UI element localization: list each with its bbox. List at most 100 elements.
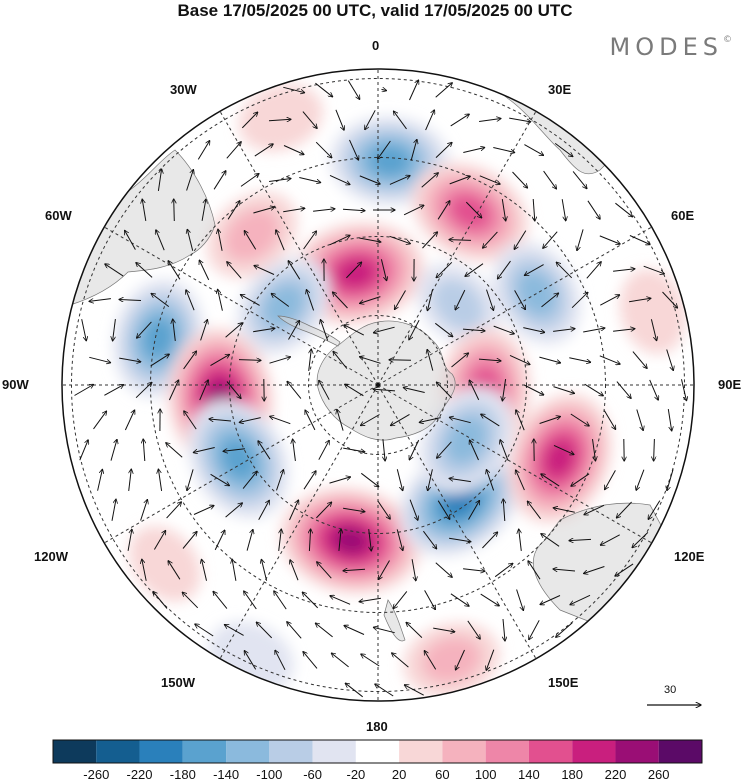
wind-vector-211 [437,441,452,458]
wind-vector-157 [666,349,674,371]
wind-vector-88 [380,259,386,280]
wind-vector-39 [449,176,471,185]
wind-vector-45 [174,199,175,222]
wind-vector-30 [186,170,194,191]
wind-vector-193 [516,410,525,431]
wind-vector-304 [480,593,500,606]
wind-vector-76 [577,229,584,250]
wind-vector-199 [79,440,88,461]
wind-vector-324 [331,653,349,668]
wind-vector-56 [501,199,505,221]
wind-vector-189 [391,413,410,425]
wind-vector-38 [421,173,439,188]
wind-vector-151 [478,359,501,361]
wind-vector-136 [613,329,635,332]
colorbar-tick-label: -220 [126,767,153,782]
wind-vector-65 [244,231,257,250]
wind-vector-200 [110,439,117,461]
anomaly-contour-9-3 [220,438,257,480]
antarctic-peninsula [277,315,341,347]
meridian-30 [377,111,537,386]
wind-vector-239 [111,499,116,521]
wind-vector-48 [253,207,274,214]
wind-vector-107 [360,296,381,304]
wind-vector-119 [113,319,116,341]
wind-vector-122 [200,320,208,341]
wind-vector-69 [359,237,381,242]
brand-mark: © [723,35,732,45]
meridian-300 [104,226,379,386]
wind-vector-197 [636,409,643,431]
wind-vector-261 [214,530,225,551]
brand-name: MODES [609,33,723,61]
wind-vector-168 [373,389,396,391]
lon-label-30e: 30E [548,82,572,97]
wind-vector-94 [556,262,573,279]
lon-label-0: 0 [372,38,380,53]
meridian-120 [377,384,652,544]
wind-vector-321 [244,651,257,670]
wind-vector-40 [479,175,500,184]
wind-vector-90 [436,261,453,277]
wind-vector-215 [553,444,574,454]
colorbar-tick-label: 180 [561,767,584,782]
colorbar-tick-label: 140 [518,767,540,782]
wind-vector-207 [318,440,329,460]
wind-vector-50 [313,209,335,211]
wind-vector-127 [344,325,365,336]
anomaly-contour-0-3 [368,145,411,177]
latitude-circle-0 [308,315,448,455]
map-title: Base 17/05/2025 00 UTC, valid 17/05/2025… [177,1,573,20]
wind-vector-131 [462,329,485,331]
wind-vector-1 [315,82,332,97]
wind-vector-242 [193,506,214,515]
wind-vector-194 [539,417,561,424]
colorbar-tick-label: 260 [647,767,670,782]
wind-vector-301 [393,591,408,608]
wind-vector-293 [153,592,168,609]
wind-vector-326 [392,653,409,668]
wind-vector-309 [224,625,244,636]
wind-vector-61 [125,230,136,250]
wind-vector-275 [632,532,649,547]
wind-vector-118 [81,319,87,341]
wind-vector-249 [409,499,418,521]
wind-vector-258 [127,529,132,551]
wind-vector-27 [524,144,543,156]
wind-vector-235 [571,473,590,486]
anomaly-contour-19-0 [129,525,201,602]
wind-vector-104 [271,294,290,307]
colorbar-tick-label: -100 [256,767,283,782]
colorbar-tick-label: 20 [391,767,407,782]
wind-vector-259 [153,531,165,550]
wind-vector-296 [244,591,257,610]
wind-vector-44 [142,199,147,221]
wind-vector-250 [437,500,450,520]
wind-vector-144 [269,357,291,364]
wind-vector-212 [470,440,479,461]
wind-vector-9 [335,109,344,130]
wind-vector-310 [256,622,273,639]
wind-vector-62 [156,230,165,251]
wind-vector-28 [554,142,573,156]
wind-vector-33 [269,179,291,182]
lon-label-30w: 30W [170,82,197,97]
wind-vector-284 [379,560,390,580]
wind-vector-312 [315,623,333,638]
wind-vector-103 [240,295,260,306]
wind-vector-183 [209,419,232,421]
wind-vector-226 [303,471,316,490]
wind-vector-201 [143,439,145,462]
wind-vector-302 [424,590,436,609]
wind-vector-262 [246,529,253,551]
wind-vector-264 [309,529,310,552]
wind-vector-123 [225,323,243,338]
wind-vector-318 [503,618,505,641]
wind-vector-53 [403,205,424,216]
wind-vector-319 [529,620,540,639]
brand-logo: MODES© [610,33,732,61]
wind-vector-277 [168,561,181,580]
wind-vector-230 [428,469,433,490]
wind-vector-124 [253,328,275,333]
wind-vector-14 [479,119,501,122]
